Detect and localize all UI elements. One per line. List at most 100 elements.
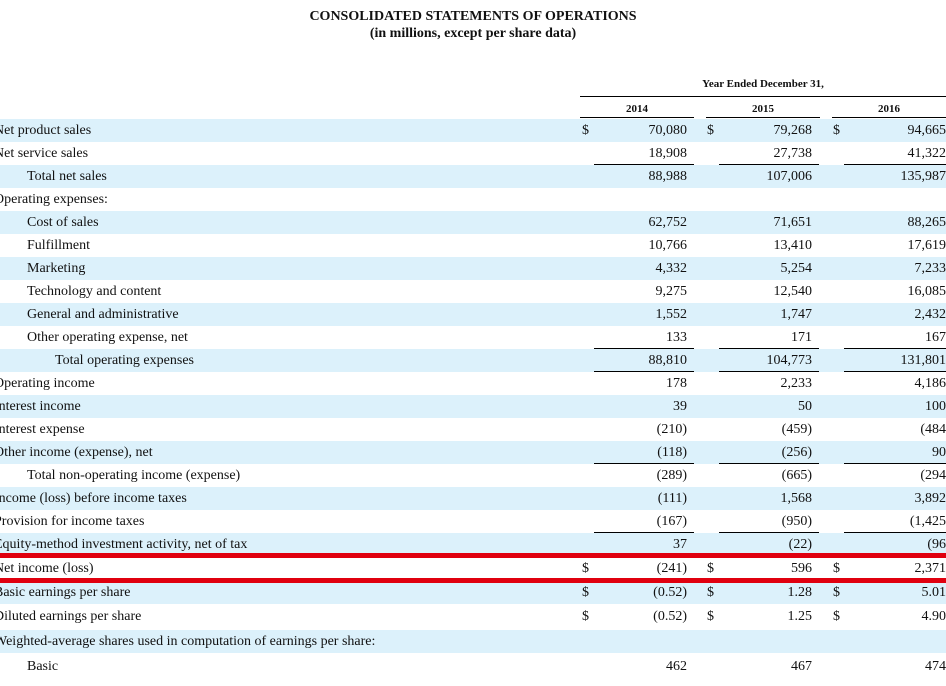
subtotal-rule xyxy=(844,164,946,165)
currency-symbol: $ xyxy=(707,561,714,576)
value-2015: (665) xyxy=(781,468,812,483)
row-label: Total non-operating income (expense) xyxy=(27,468,241,483)
table-row: Total non-operating income (expense) (289… xyxy=(0,464,946,487)
value-2014: (118) xyxy=(657,445,687,460)
value-2016: 16,085 xyxy=(907,284,946,299)
row-label: Operating income xyxy=(0,376,95,391)
table-row: Operating income 178 2,233 4,186 xyxy=(0,372,946,395)
value-2016: 4,186 xyxy=(914,376,946,391)
value-2016: 41,322 xyxy=(907,146,946,161)
table-row: Other income (expense), net (118) (256) 90 xyxy=(0,441,946,464)
subtotal-rule xyxy=(719,348,819,349)
row-label: Basic earnings per share xyxy=(0,585,131,600)
period-header: Year Ended December 31, xyxy=(702,78,824,90)
value-2016: 5.01 xyxy=(921,585,946,600)
row-label: Income (loss) before income taxes xyxy=(0,491,187,506)
table-row: Equity-method investment activity, net o… xyxy=(0,533,946,556)
row-label: Marketing xyxy=(27,261,86,276)
table-row: Marketing 4,332 5,254 7,233 xyxy=(0,257,946,280)
period-header-rule xyxy=(580,96,946,97)
currency-symbol: $ xyxy=(833,609,840,624)
table-row: Interest income 39 50 100 xyxy=(0,395,946,418)
value-2015: 13,410 xyxy=(773,238,813,253)
value-2014: 18,908 xyxy=(648,146,688,161)
value-2014: 133 xyxy=(666,330,687,345)
table-row: Basic 462 467 474 xyxy=(0,655,946,678)
table-row: Provision for income taxes (167) (950) (1,4… xyxy=(0,510,946,533)
row-label: Interest expense xyxy=(0,422,85,437)
value-2016: 7,233 xyxy=(914,261,946,276)
value-2014: 4,332 xyxy=(655,261,688,276)
row-label: Basic xyxy=(27,659,59,674)
row-label: Weighted-average shares used in computat… xyxy=(0,634,376,649)
value-2016: 100 xyxy=(925,399,946,414)
value-2014: 178 xyxy=(666,376,687,391)
highlight-line-bottom xyxy=(0,578,946,583)
currency-symbol: $ xyxy=(707,123,714,138)
currency-symbol: $ xyxy=(833,123,840,138)
value-2014: 39 xyxy=(673,399,687,414)
currency-symbol: $ xyxy=(707,585,714,600)
value-2016: (294 xyxy=(920,468,946,483)
value-2016: 17,619 xyxy=(907,238,946,253)
subtotal-rule xyxy=(594,463,694,464)
value-2015: 1,747 xyxy=(780,307,813,322)
row-label: Cost of sales xyxy=(27,215,99,230)
subtotal-rule xyxy=(844,463,946,464)
value-2014: (210) xyxy=(656,422,687,437)
table-row: Basic earnings per share $ $ $ (0.52) 1.28 5.0… xyxy=(0,581,946,604)
year-header-2016: 2016 xyxy=(878,103,900,115)
subtotal-rule xyxy=(719,164,819,165)
table-row: Weighted-average shares used in computat… xyxy=(0,630,946,653)
value-2015: 71,651 xyxy=(773,215,813,230)
row-label: Operating expenses: xyxy=(0,192,108,207)
value-2016: (1,425 xyxy=(909,514,946,529)
value-2014: 37 xyxy=(673,537,687,552)
value-2015: 1.28 xyxy=(787,585,813,600)
value-2015: 2,233 xyxy=(780,376,813,391)
row-label: Fulfillment xyxy=(27,238,90,253)
subtotal-rule xyxy=(594,164,694,165)
value-2015: 467 xyxy=(791,659,812,674)
table-row: Fulfillment 10,766 13,410 17,619 xyxy=(0,234,946,257)
row-label: Equity-method investment activity, net o… xyxy=(0,537,248,552)
value-2016: 88,265 xyxy=(907,215,946,230)
value-2015: 1.25 xyxy=(787,609,813,624)
value-2016: 3,892 xyxy=(914,491,946,506)
row-label: Interest income xyxy=(0,399,81,414)
year-rule-2015 xyxy=(706,117,820,118)
value-2015: 1,568 xyxy=(780,491,813,506)
value-2014: (241) xyxy=(656,561,687,576)
table-row: Net income (loss) $ $ $ (241) 596 2,371 xyxy=(0,557,946,580)
value-2014: (0.52) xyxy=(653,585,687,600)
value-2014: 62,752 xyxy=(648,215,688,230)
row-label: Diluted earnings per share xyxy=(0,609,142,624)
table-row: Cost of sales 62,752 71,651 88,265 xyxy=(0,211,946,234)
value-2015: 79,268 xyxy=(773,123,813,138)
value-2016: (96 xyxy=(927,537,946,552)
value-2015: (950) xyxy=(781,514,812,529)
statement-title: CONSOLIDATED STATEMENTS OF OPERATIONS (i… xyxy=(0,8,946,42)
subtotal-rule xyxy=(594,371,694,372)
year-rule-2016 xyxy=(832,117,946,118)
value-2014: 1,552 xyxy=(655,307,688,322)
value-2015: (459) xyxy=(781,422,812,437)
year-header-2014: 2014 xyxy=(626,103,648,115)
value-2016: 2,371 xyxy=(914,561,946,576)
highlight-line-top xyxy=(0,553,946,558)
subtotal-rule xyxy=(844,348,946,349)
value-2015: 12,540 xyxy=(773,284,813,299)
subtotal-rule xyxy=(844,532,946,533)
table-row: General and administrative 1,552 1,747 2,43… xyxy=(0,303,946,326)
row-label: General and administrative xyxy=(27,307,179,322)
value-2016: 474 xyxy=(925,659,946,674)
value-2014: 10,766 xyxy=(648,238,688,253)
row-label: Other income (expense), net xyxy=(0,445,153,460)
row-label: Technology and content xyxy=(27,284,162,299)
value-2014: (0.52) xyxy=(653,609,687,624)
row-label: Net income (loss) xyxy=(0,561,94,576)
value-2015: 50 xyxy=(798,399,812,414)
value-2015: 107,006 xyxy=(766,169,813,184)
subtotal-rule xyxy=(594,348,694,349)
currency-symbol: $ xyxy=(707,609,714,624)
